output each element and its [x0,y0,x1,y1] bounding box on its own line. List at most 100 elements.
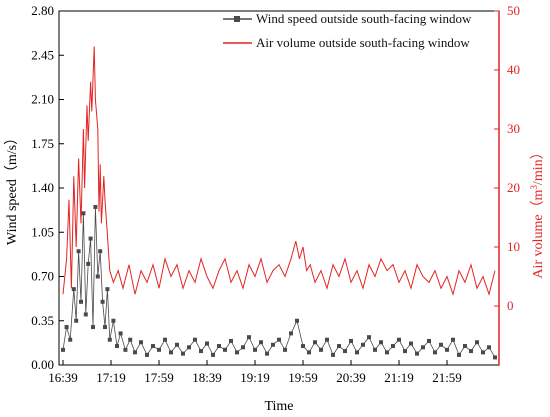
wind-speed-point [229,338,233,343]
wind-speed-point [139,340,143,345]
wind-speed-point [64,325,69,330]
right-y-axis-title-superscript: 3 [529,185,539,190]
x-tick-label: 21:19 [384,370,414,385]
wind-speed-point [271,342,275,347]
legend-wind-label: Wind speed outside south-facing window [256,11,472,26]
right-y-axis: 0 10 20 30 40 50 [494,3,520,365]
wind-speed-point [128,337,133,342]
wind-speed-point [151,344,155,349]
wind-speed-point [211,352,215,357]
left-tick-label: 2.10 [31,92,54,107]
wind-speed-point [361,342,365,347]
x-tick-label: 16:39 [48,370,78,385]
wind-speed-point [133,350,137,355]
x-axis: 16:39 17:19 17:59 18:39 19:19 19:59 20:39 21:19… [48,360,462,385]
wind-speed-point [145,352,149,357]
wind-speed-point [253,347,257,352]
wind-speed-point [301,344,305,349]
right-tick-label: 30 [507,121,520,136]
left-y-axis: 0.00 0.35 0.70 1.05 1.40 1.75 2.10 2.45 2.80 [31,3,64,372]
wind-speed-point [79,299,83,304]
wind-speed-point [451,337,455,342]
right-y-axis-title-tail: /min） [530,145,546,185]
x-tick-label: 19:59 [288,370,318,385]
wind-speed-point [295,318,299,323]
right-tick-label: 50 [507,3,520,18]
wind-speed-point [61,347,65,352]
wind-speed-point [71,287,76,292]
wind-speed-point [93,204,98,209]
wind-speed-point [86,261,91,266]
wind-speed-point [481,350,485,355]
air-volume-line [62,46,496,296]
wind-speed-point [193,337,197,342]
wind-speed-point [81,211,86,216]
wind-speed-point [475,340,479,345]
wind-speed-point [373,347,377,352]
wind-speed-point [319,347,323,352]
wind-speed-point [259,340,263,345]
wind-speed-point [277,337,281,342]
left-tick-label: 1.75 [31,136,54,151]
x-tick-label: 17:59 [144,370,174,385]
wind-speed-point [118,331,123,336]
left-tick-label: 1.05 [31,224,54,239]
right-tick-label: 0 [507,298,514,313]
wind-speed-point [283,347,287,352]
wind-speed-point [355,350,359,355]
x-tick-label: 21:59 [432,370,462,385]
wind-speed-point [107,337,112,342]
series-wind-speed [61,204,497,360]
wind-speed-point [289,331,293,336]
x-tick-label: 18:39 [192,370,222,385]
wind-speed-point [76,249,81,254]
x-tick-label: 17:19 [96,370,126,385]
wind-speed-point [235,350,239,355]
wind-speed-point [313,340,317,345]
wind-speed-point [83,312,88,317]
wind-speed-point [169,350,173,355]
wind-speed-point [343,349,347,354]
wind-speed-point [325,337,329,342]
left-tick-label: 0.00 [31,357,54,372]
wind-speed-point [163,337,167,342]
wind-speed-point [439,342,443,347]
wind-speed-point [469,349,473,354]
wind-speed-point [493,355,497,360]
x-tick-label: 20:39 [336,370,366,385]
left-tick-label: 2.45 [31,47,54,62]
right-y-axis-title-main: Air volume（m [530,189,546,278]
left-tick-label: 2.80 [31,3,54,18]
wind-speed-point [181,351,185,356]
wind-speed-point [379,340,383,345]
wind-speed-point [123,347,128,352]
wind-speed-point [367,335,371,340]
x-axis-title: Time [264,399,293,414]
wind-speed-point [247,335,251,340]
wind-speed-point [265,351,269,356]
wind-speed-point [421,345,425,350]
wind-speed-point [337,344,341,349]
wind-speed-point [111,318,116,323]
wind-speed-point [409,341,413,346]
wind-speed-point [433,350,437,355]
plot-area-frame [58,10,500,366]
right-tick-label: 20 [507,180,520,195]
wind-speed-point [157,347,161,352]
legend-wind-marker [234,16,240,22]
right-tick-label: 10 [507,239,520,254]
left-tick-label: 0.35 [31,313,54,328]
left-tick-label: 1.40 [31,180,54,195]
left-y-axis-title: Wind speed（m/s） [4,131,20,245]
wind-speed-point [457,352,461,357]
wind-speed-point [487,345,491,350]
wind-speed-point [103,325,107,330]
legend: Wind speed outside south-facing window A… [223,11,472,50]
wind-speed-point [98,249,103,254]
wind-speed-point [175,342,179,347]
left-tick-label: 0.70 [31,269,54,284]
wind-speed-point [95,274,100,279]
wind-speed-point [100,299,105,304]
wind-speed-point [403,349,407,354]
